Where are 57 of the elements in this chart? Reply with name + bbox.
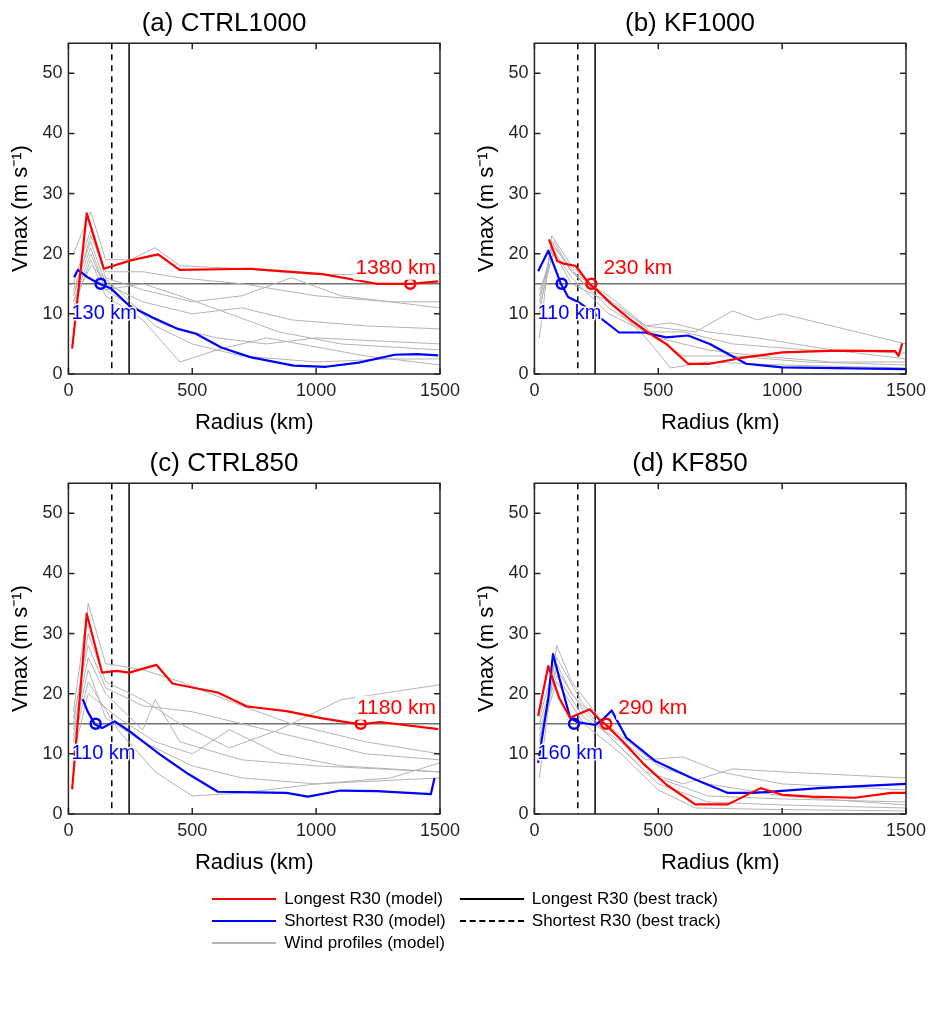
legend-label: Wind profiles (model): [284, 933, 445, 953]
legend-label: Longest R30 (model): [284, 889, 443, 909]
y-tick-label: 20: [42, 682, 63, 703]
x-tick-label: 1000: [296, 819, 337, 840]
y-tick-label: 20: [508, 682, 529, 703]
y-tick-label: 40: [508, 562, 529, 583]
annotation: 290 km: [618, 695, 688, 719]
y-axis-title: Vmax (m s⁻¹): [473, 145, 499, 272]
x-tick-label: 500: [643, 819, 674, 840]
chart-title: (a) CTRL1000: [141, 6, 307, 37]
x-axis-title: Radius (km): [194, 408, 314, 434]
annotation: 1180 km: [356, 695, 436, 719]
chart-title: (b) KF1000: [624, 6, 756, 37]
chart-title: (d) KF850: [632, 446, 748, 477]
legend-label: Shortest R30 (best track): [531, 911, 721, 931]
y-tick-label: 30: [42, 182, 63, 203]
x-tick-label: 1500: [885, 819, 926, 840]
y-tick-label: 10: [42, 302, 63, 323]
x-axis-title: Radius (km): [660, 408, 780, 434]
y-tick-label: 20: [42, 242, 63, 263]
x-tick-label: 1500: [419, 819, 460, 840]
y-tick-label: 0: [52, 362, 63, 383]
x-tick-label: 500: [643, 379, 674, 400]
y-tick-label: 30: [508, 182, 529, 203]
y-tick-label: 50: [508, 62, 529, 83]
y-tick-label: 50: [508, 502, 529, 523]
x-tick-label: 1500: [885, 379, 926, 400]
x-tick-label: 1000: [762, 379, 803, 400]
y-axis-title: Vmax (m s⁻¹): [7, 585, 33, 712]
y-tick-label: 40: [42, 562, 63, 583]
y-tick-label: 50: [42, 62, 63, 83]
y-tick-label: 40: [42, 122, 63, 143]
y-axis-title: Vmax (m s⁻¹): [7, 145, 33, 272]
y-tick-label: 0: [518, 362, 529, 383]
x-tick-label: 500: [177, 379, 208, 400]
y-tick-label: 10: [508, 742, 529, 763]
x-tick-label: 1000: [296, 379, 337, 400]
y-tick-label: 50: [42, 502, 63, 523]
x-tick-label: 1500: [419, 379, 460, 400]
x-axis-title: Radius (km): [194, 848, 314, 874]
y-tick-label: 30: [42, 622, 63, 643]
y-tick-label: 40: [508, 122, 529, 143]
x-tick-label: 1000: [762, 819, 803, 840]
y-tick-label: 10: [508, 302, 529, 323]
annotation: 1380 km: [355, 255, 436, 279]
y-tick-label: 20: [508, 242, 529, 263]
x-tick-label: 500: [177, 819, 208, 840]
x-axis-title: Radius (km): [660, 848, 780, 874]
y-tick-label: 10: [42, 742, 63, 763]
y-tick-label: 30: [508, 622, 529, 643]
legend-label: Shortest R30 (model): [284, 911, 446, 931]
annotation: 230 km: [603, 255, 673, 279]
y-tick-label: 0: [52, 802, 63, 823]
chart-title: (c) CTRL850: [149, 446, 299, 477]
y-axis-title: Vmax (m s⁻¹): [473, 585, 499, 712]
y-tick-label: 0: [518, 802, 529, 823]
legend-label: Longest R30 (best track): [531, 889, 718, 909]
